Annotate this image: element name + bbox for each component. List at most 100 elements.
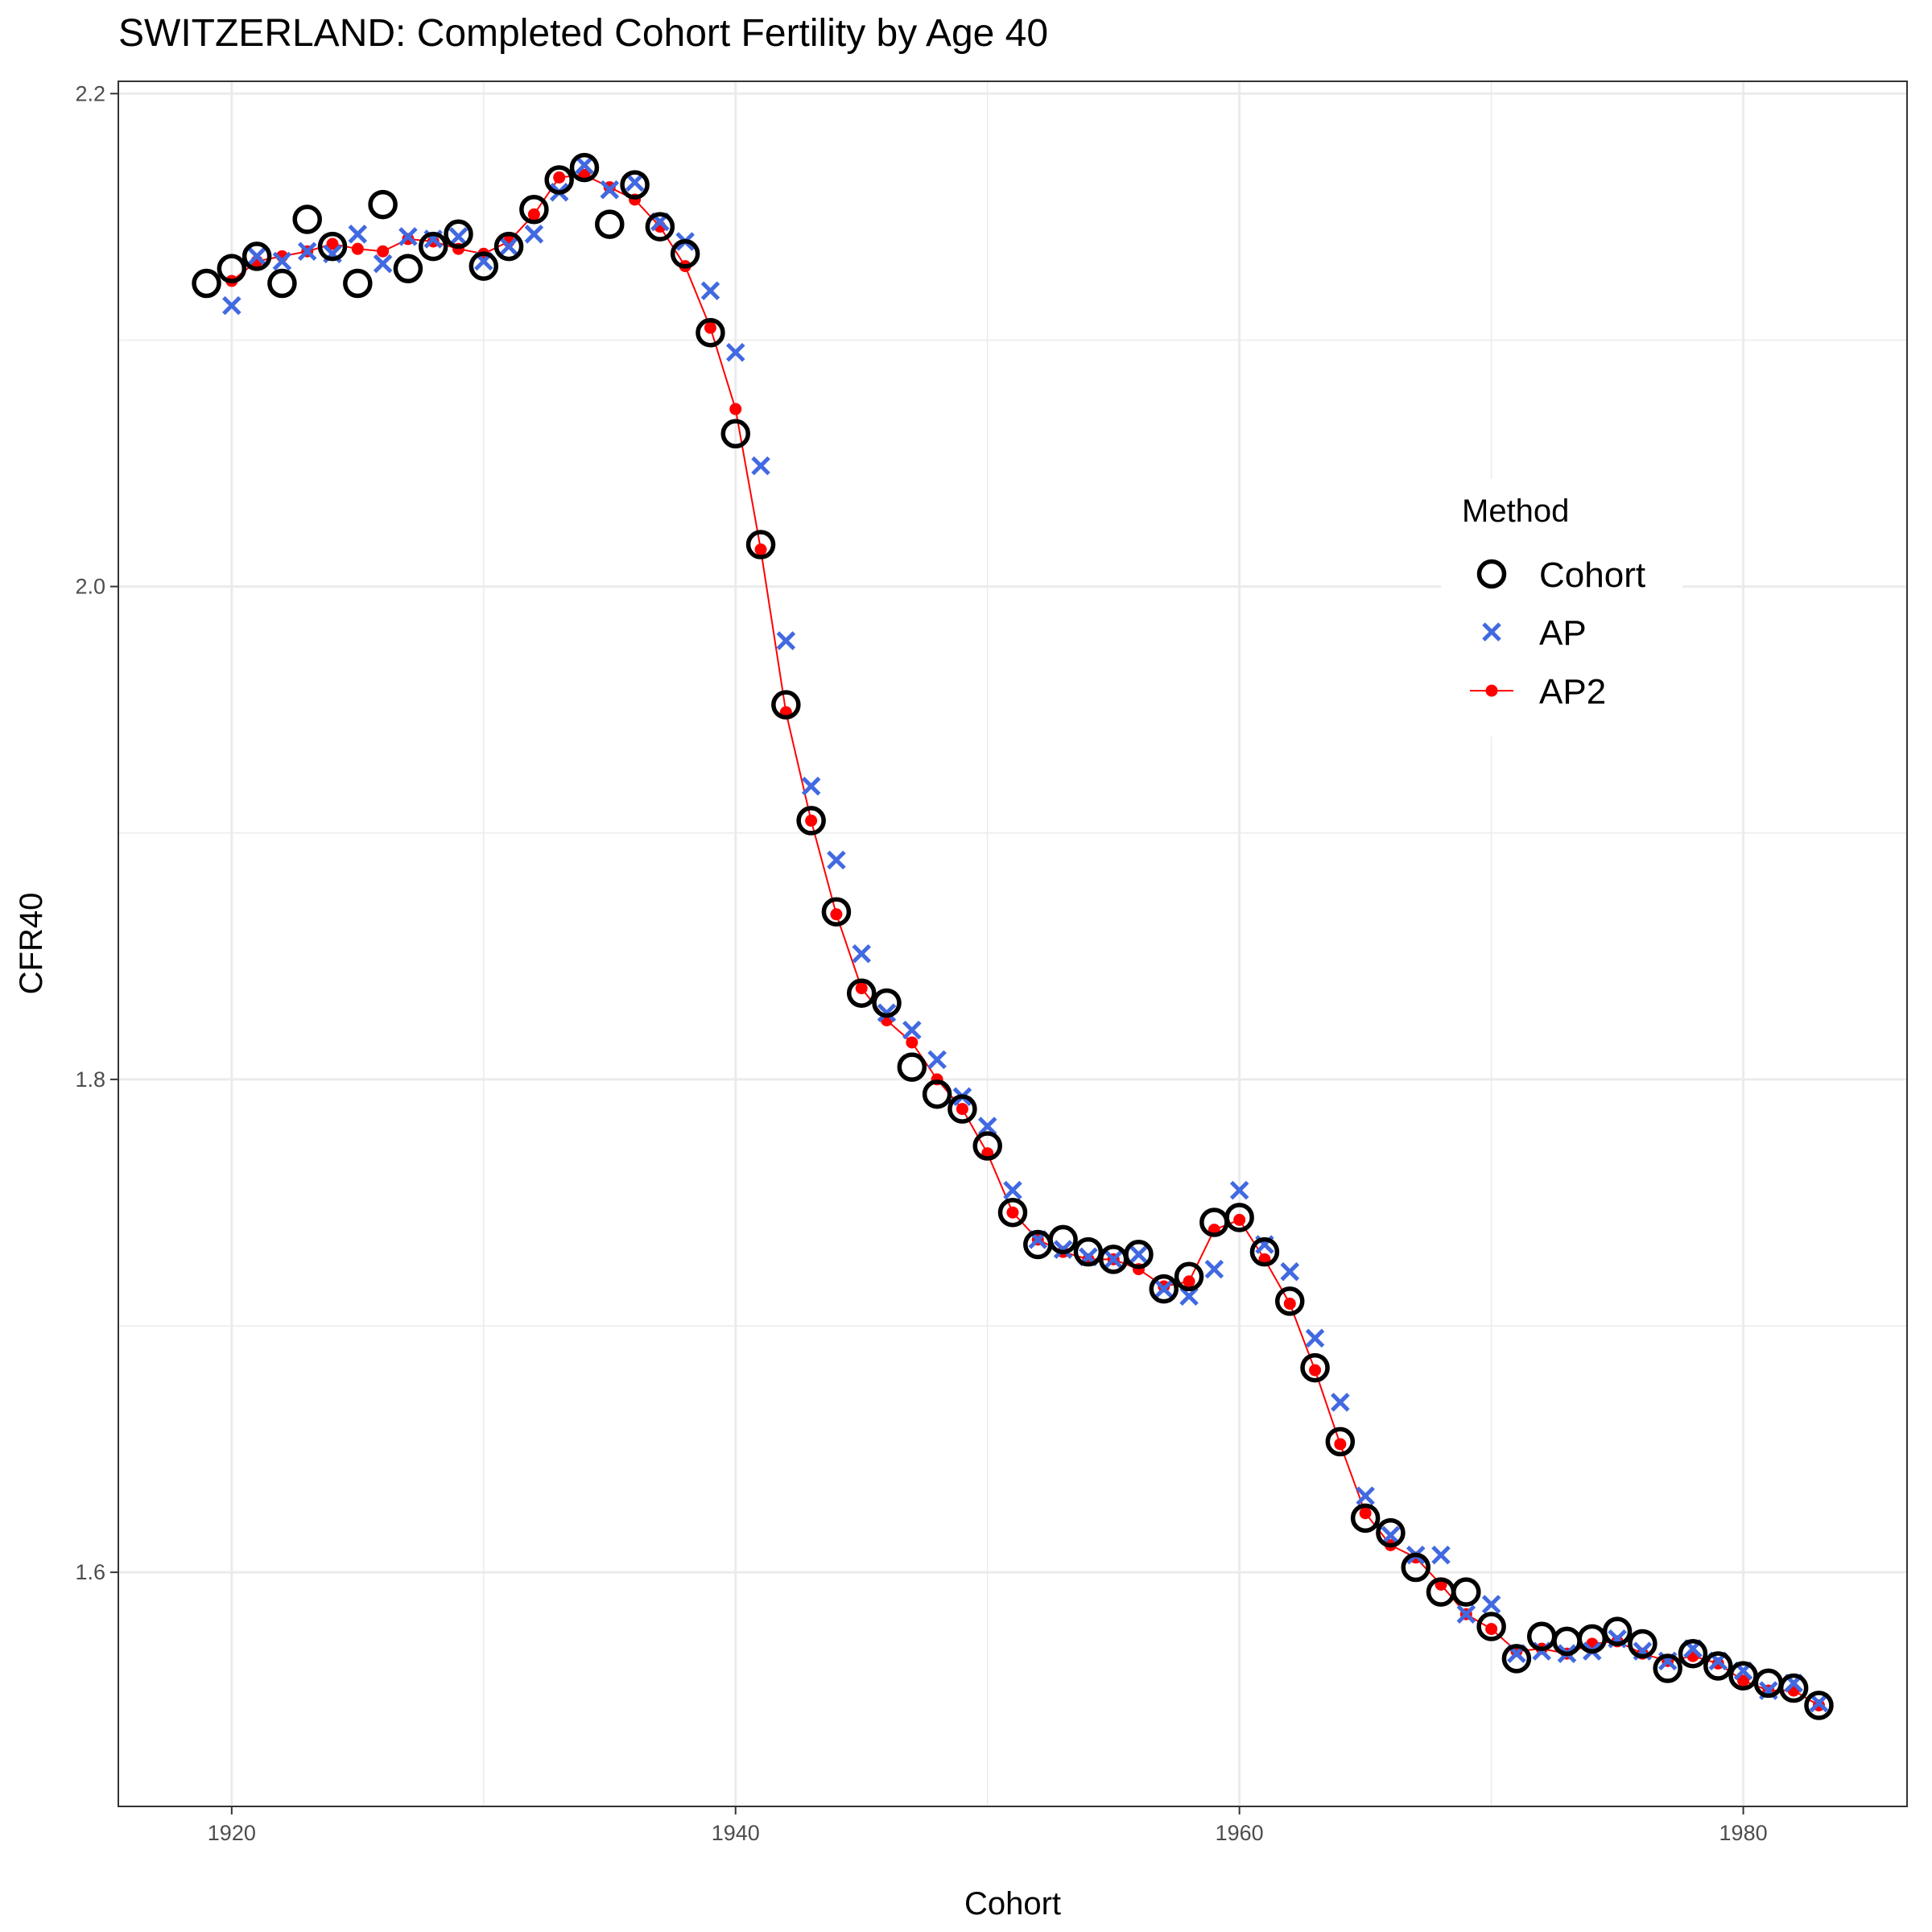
ap-point-stroke — [1809, 1693, 1829, 1713]
cohort-point — [343, 268, 373, 299]
grid-lines — [118, 81, 1907, 1806]
ap-point-stroke — [1331, 1393, 1350, 1412]
cohort-point — [796, 806, 826, 836]
ap-point-stroke — [1003, 1180, 1022, 1200]
cohort-point — [1778, 1673, 1809, 1703]
legend-background — [1441, 479, 1682, 737]
ap-point-stroke — [222, 295, 242, 316]
x-tick-label: 1940 — [712, 1821, 760, 1845]
ap2-point — [1334, 1438, 1347, 1451]
cohort-point — [469, 251, 499, 281]
legend-title: Method — [1462, 493, 1569, 529]
axis-ticks: 1920 1940 1960 1980 1.6 1.8 2.0 2.2 — [75, 81, 1767, 1845]
ap-series — [222, 155, 1829, 1713]
ap-point — [499, 237, 518, 256]
legend-key-ap-stroke — [1482, 622, 1501, 642]
ap2-point — [805, 814, 818, 827]
ap-point-stroke — [852, 943, 871, 964]
ap-point-stroke — [827, 850, 846, 870]
cohort-point — [393, 254, 423, 283]
ap-point-stroke — [499, 237, 518, 256]
ap-point — [1104, 1249, 1123, 1269]
cohort-point — [493, 231, 524, 262]
ap-point — [524, 225, 544, 244]
ap2-point — [1283, 1297, 1296, 1310]
ap-point — [247, 246, 266, 266]
ap2-point — [729, 402, 742, 415]
ap-point-stroke — [524, 225, 544, 244]
cohort-point — [846, 978, 877, 1008]
legend-label-ap: AP — [1539, 613, 1587, 653]
ap-point — [1129, 1245, 1149, 1265]
cohort-point — [897, 1052, 927, 1082]
cohort-point — [1602, 1616, 1633, 1646]
ap2-point — [1233, 1213, 1246, 1226]
ap-point — [977, 1117, 997, 1136]
cohort-point — [418, 231, 448, 262]
cohort-point — [368, 189, 398, 220]
ap2-point — [553, 171, 566, 184]
y-tick-label: 1.8 — [75, 1067, 105, 1092]
cohort-point — [595, 209, 625, 239]
ap-point — [751, 456, 770, 476]
ap-point-stroke — [1154, 1279, 1174, 1298]
ap2-series — [225, 168, 1825, 1711]
cohort-point — [1174, 1261, 1204, 1292]
ap-point-stroke — [1204, 1259, 1224, 1279]
ap-point — [1381, 1525, 1401, 1546]
cohort-point — [645, 212, 675, 242]
ap-point-stroke — [877, 1003, 897, 1022]
y-tick-label: 1.6 — [75, 1560, 105, 1584]
cohort-point — [1249, 1236, 1280, 1267]
cohort-point — [1451, 1577, 1481, 1607]
cohort-point — [972, 1131, 1002, 1161]
cohort-point — [1124, 1239, 1154, 1269]
ap2-point — [1006, 1206, 1019, 1219]
cohort-point — [1653, 1653, 1682, 1683]
ap-point-stroke — [373, 254, 393, 274]
ap-point — [852, 943, 871, 964]
cohort-point — [317, 231, 348, 262]
ap2-line — [231, 174, 1819, 1707]
ap-point — [373, 254, 393, 274]
ap-point — [272, 251, 292, 271]
legend-keys: Cohort AP AP2 — [1470, 555, 1645, 712]
ap2-point — [1183, 1275, 1195, 1288]
legend-key-ap2-dot — [1485, 684, 1498, 697]
ap2-point — [326, 237, 339, 250]
ap2-point — [1309, 1364, 1322, 1377]
cohort-point — [267, 268, 297, 299]
cohort-point — [1149, 1274, 1179, 1304]
ap-point-stroke — [448, 227, 469, 246]
cohort-point — [1728, 1661, 1758, 1690]
ap-point — [700, 281, 720, 300]
ap2-point — [377, 245, 390, 258]
chart-title: SWITZERLAND: Completed Cohort Fertility … — [118, 12, 1049, 55]
ap-point-stroke — [1053, 1240, 1073, 1259]
cohort-point — [1073, 1236, 1104, 1267]
ap-point — [222, 295, 242, 316]
cohort-point — [292, 204, 322, 234]
ap-point-stroke — [751, 456, 770, 476]
ap2-point — [906, 1036, 919, 1049]
ap-point-stroke — [398, 227, 418, 246]
cohort-point — [997, 1197, 1028, 1228]
ap2-point — [1737, 1674, 1750, 1687]
cohort-point — [1804, 1690, 1834, 1720]
ap2-point — [956, 1103, 968, 1116]
ap-point-stroke — [725, 342, 745, 362]
ap-point — [902, 1020, 922, 1040]
cohort-point — [1048, 1224, 1078, 1255]
cohort-point — [1703, 1651, 1733, 1681]
ap-point — [1456, 1604, 1476, 1624]
cohort-point — [922, 1079, 952, 1109]
ap-point-stroke — [348, 225, 368, 244]
ap-point — [1204, 1259, 1224, 1279]
ap-point-stroke — [1381, 1525, 1401, 1546]
ap-point-stroke — [247, 246, 266, 266]
ap-point-stroke — [1481, 1595, 1501, 1614]
ap2-point — [754, 543, 767, 556]
x-tick-label: 1920 — [208, 1821, 256, 1845]
ap-point — [348, 225, 368, 244]
